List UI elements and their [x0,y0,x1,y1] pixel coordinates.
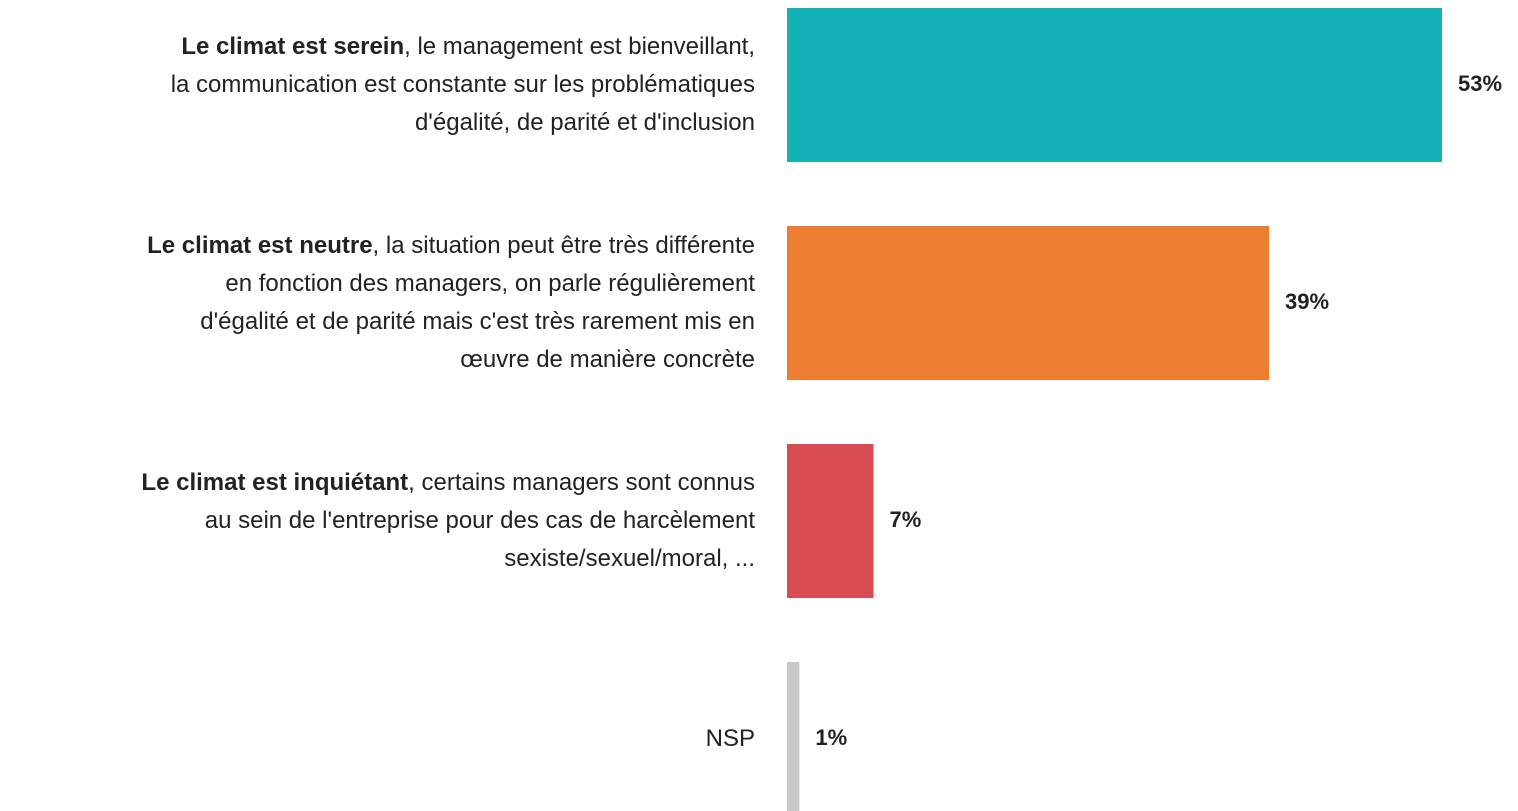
value-label: 39% [1285,289,1329,314]
category-label: Le climat est inquiétant, certains manag… [0,464,755,578]
category-emphasis: Le climat est serein [181,33,405,60]
category-emphasis: Le climat est neutre [147,232,373,259]
category-label: NSP [0,720,755,758]
category-text: , le management est bienveillant, la com… [170,33,755,136]
category-text: , la situation peut être très différente… [200,232,755,373]
bar [787,226,1269,380]
category-label: Le climat est serein, le management est … [0,28,755,142]
bar [787,444,874,598]
value-label: 53% [1458,71,1502,96]
category-emphasis: Le climat est inquiétant [141,469,409,496]
value-label: 1% [815,725,847,750]
category-text: NSP [705,725,755,752]
category-label: Le climat est neutre, la situation peut … [0,227,755,379]
category-text: , certains managers sont connus au sein … [204,469,755,572]
bar [787,8,1442,162]
value-label: 7% [890,507,922,532]
bar [787,662,800,811]
